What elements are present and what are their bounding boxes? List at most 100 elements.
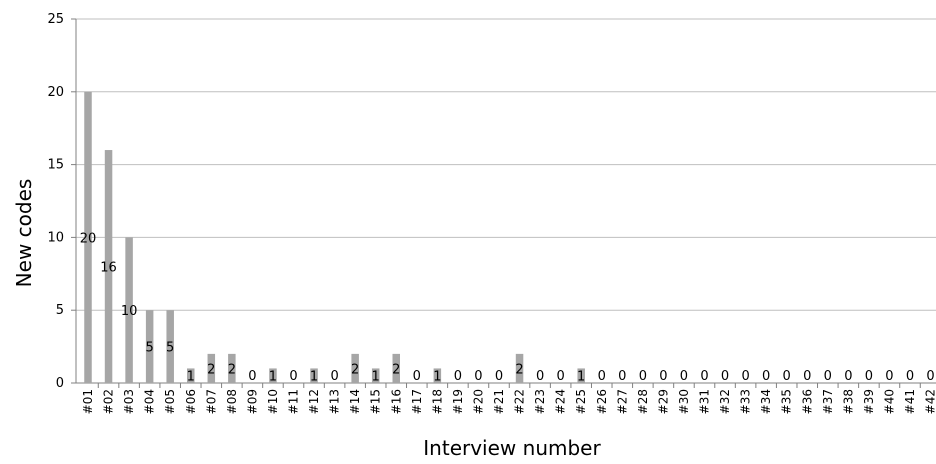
x-tick-label: #35 [780,389,794,414]
data-label: 0 [783,369,791,384]
x-tick-label: #29 [656,389,670,414]
data-label: 2 [228,362,236,377]
x-tick-label: #11 [287,389,301,414]
x-tick-label: #07 [204,389,218,414]
data-label: 0 [454,369,462,384]
data-label: 0 [700,369,708,384]
data-label: 0 [844,369,852,384]
x-axis-ticks: #01 #02 #03 #04 #05 #06 #07 #08 #09 #10 #11 #12 #13 #… [81,389,936,414]
x-tick-label: #26 [595,389,609,414]
data-label: 5 [166,341,174,356]
data-label: 1 [433,370,441,385]
bars [84,91,585,384]
x-tick-label: #40 [882,389,896,414]
x-tick-label: #33 [739,389,753,414]
data-label: 0 [865,369,873,384]
x-tick-label: #36 [800,389,814,414]
data-label: 2 [392,362,400,377]
data-label: 0 [495,369,503,384]
x-tick-label: #28 [636,389,650,414]
data-label: 0 [618,369,626,384]
y-tick-label: 15 [47,158,64,173]
bar [310,368,318,383]
data-label: 0 [762,369,770,384]
x-tick-label: #37 [821,389,835,414]
x-tick-label: #25 [574,389,588,414]
bar [104,150,113,383]
x-tick-label: #38 [841,389,855,414]
bar [207,353,216,383]
data-label: 5 [146,341,154,356]
data-label: 0 [906,369,914,384]
y-axis-ticks: 0 5 10 15 20 25 [47,12,64,391]
x-tick-label: #01 [81,389,95,414]
data-label: 16 [100,261,117,276]
bar [371,368,380,383]
data-label: 20 [80,231,97,246]
x-tick-label: #09 [245,389,259,414]
x-tick-label: #03 [122,389,136,414]
bar [145,310,154,383]
data-label: 0 [289,369,297,384]
x-tick-label: #10 [266,389,280,414]
x-tick-label: #18 [430,389,444,414]
y-tick-label: 25 [47,12,64,27]
x-tick-label: #30 [677,389,691,414]
x-tick-label: #42 [924,389,936,414]
x-tick-label: #14 [348,389,362,414]
x-tick-label: #22 [513,389,527,414]
x-tick-label: #34 [759,389,773,414]
bar [269,368,277,383]
x-tick-label: #21 [492,389,506,414]
data-label: 0 [639,369,647,384]
bar [166,310,174,383]
y-tick-label: 20 [47,85,64,100]
data-label: 0 [824,369,832,384]
x-tick-label: #04 [143,389,157,414]
x-tick-label: #41 [903,389,917,414]
gridlines [71,18,936,388]
x-axis-title: Interview number [423,436,601,460]
x-tick-label: #19 [451,389,465,414]
x-tick-label: #31 [698,389,712,414]
data-label: 0 [680,369,688,384]
data-label: 0 [413,369,421,384]
data-label: 0 [803,369,811,384]
bar [351,353,359,383]
bar [577,368,585,383]
bar [433,368,442,383]
x-tick-label: #16 [389,389,403,414]
x-tick-label: #24 [554,389,568,414]
x-tick-label: #20 [471,389,485,414]
x-tick-label: #15 [369,389,383,414]
data-label: 2 [515,362,523,377]
x-tick-label: #23 [533,389,547,414]
data-label: 0 [721,369,729,384]
bar [392,353,400,383]
data-label: 2 [351,362,359,377]
bar [228,353,236,383]
bar [84,91,92,384]
data-label: 0 [474,369,482,384]
y-tick-label: 10 [47,230,64,245]
x-tick-label: #39 [862,389,876,414]
bar [125,237,133,383]
y-tick-label: 0 [56,376,64,391]
data-label: 1 [577,370,585,385]
bar [515,353,524,383]
x-tick-label: #05 [163,389,177,414]
y-axis-title: New codes [12,179,36,288]
data-label: 0 [926,369,934,384]
data-label: 0 [659,369,667,384]
data-label: 10 [121,304,138,319]
x-tick-label: #02 [102,389,116,414]
x-tick-label: #06 [184,389,198,414]
y-tick-label: 5 [56,303,64,318]
x-tick-label: #13 [328,389,342,414]
data-label: 1 [310,370,318,385]
x-tick-label: #17 [410,389,424,414]
data-label: 0 [557,369,565,384]
x-tick-label: #08 [225,389,239,414]
